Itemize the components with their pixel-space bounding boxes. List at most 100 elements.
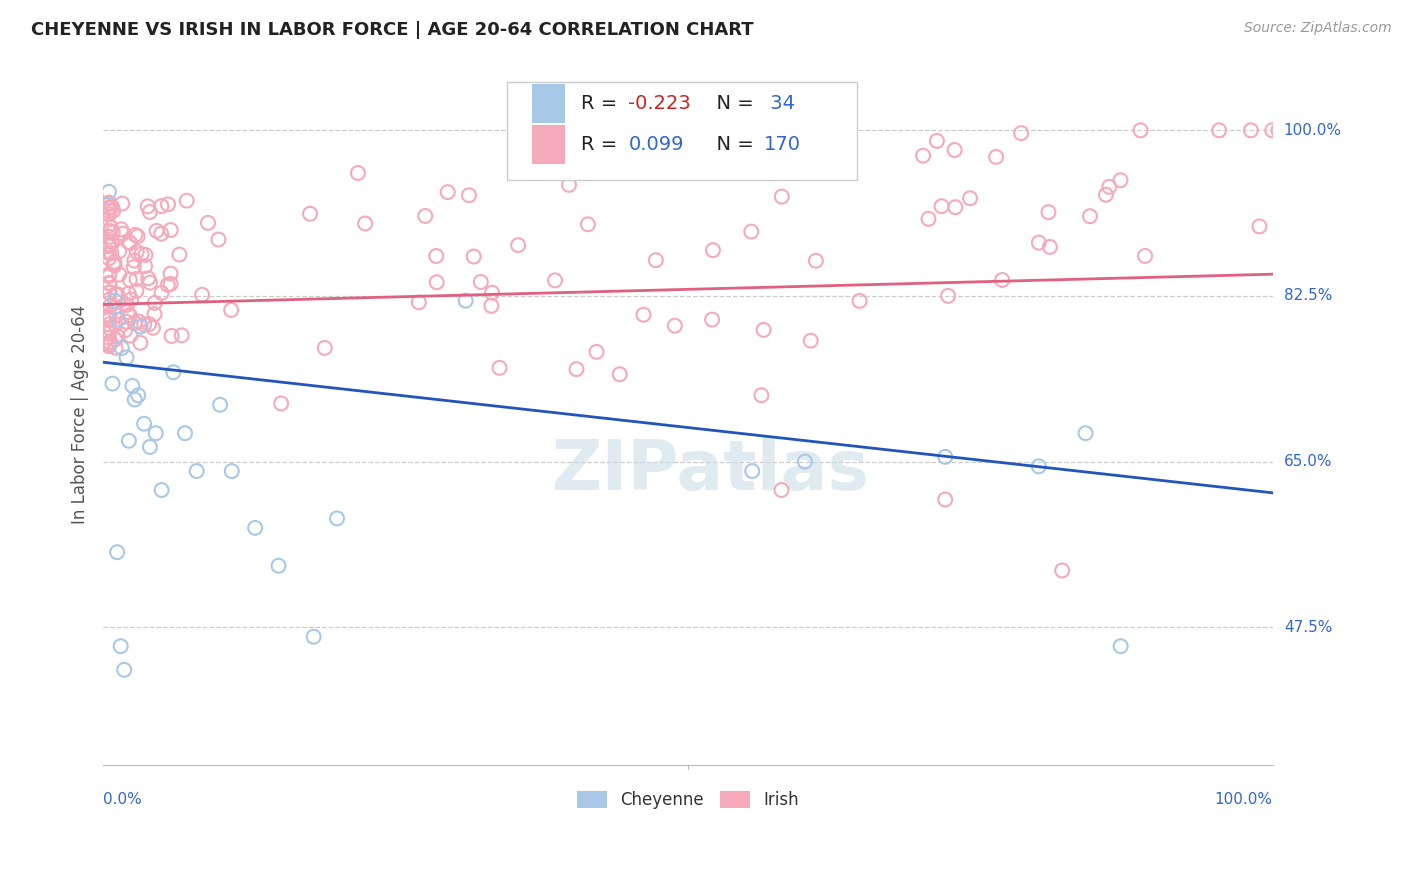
Point bbox=[98, 339, 121, 353]
FancyBboxPatch shape bbox=[506, 81, 858, 179]
Point bbox=[108, 244, 131, 259]
Bar bbox=[533, 84, 565, 123]
Point bbox=[585, 344, 607, 359]
Point bbox=[98, 330, 121, 344]
Point bbox=[804, 253, 827, 268]
Point bbox=[101, 376, 124, 391]
Point bbox=[98, 224, 121, 238]
Point bbox=[156, 197, 179, 211]
Point bbox=[1133, 249, 1156, 263]
Point bbox=[931, 199, 953, 213]
Point bbox=[120, 328, 142, 343]
Point bbox=[508, 238, 530, 252]
Point bbox=[1039, 240, 1062, 254]
Point bbox=[98, 195, 121, 210]
Point bbox=[454, 293, 477, 308]
Point bbox=[458, 188, 481, 202]
Point bbox=[98, 252, 121, 266]
Point bbox=[751, 388, 773, 402]
Point bbox=[120, 236, 142, 251]
Point bbox=[150, 483, 173, 497]
Point bbox=[1010, 126, 1032, 140]
Point bbox=[118, 286, 141, 301]
Point bbox=[984, 150, 1007, 164]
Point bbox=[98, 276, 121, 290]
Point bbox=[110, 639, 132, 653]
Point bbox=[114, 314, 136, 328]
Point bbox=[425, 249, 447, 263]
Point bbox=[107, 329, 129, 343]
Point bbox=[1208, 123, 1230, 137]
Point bbox=[1267, 123, 1289, 137]
Text: 170: 170 bbox=[763, 136, 801, 154]
Point bbox=[104, 293, 127, 308]
Point bbox=[943, 200, 966, 214]
Point bbox=[142, 321, 165, 335]
Point bbox=[197, 216, 219, 230]
Point bbox=[1038, 205, 1060, 219]
Point bbox=[104, 259, 127, 273]
Point bbox=[302, 630, 325, 644]
Point bbox=[118, 309, 141, 323]
Point bbox=[125, 244, 148, 259]
Point bbox=[243, 521, 266, 535]
Point bbox=[934, 492, 956, 507]
Point bbox=[117, 305, 139, 319]
Point bbox=[98, 318, 121, 332]
Text: 0.099: 0.099 bbox=[628, 136, 683, 154]
Point bbox=[186, 464, 208, 478]
Point bbox=[139, 440, 162, 454]
Point bbox=[150, 199, 173, 213]
Point bbox=[98, 219, 121, 233]
Point bbox=[219, 302, 242, 317]
Text: 82.5%: 82.5% bbox=[1284, 288, 1331, 303]
Text: ZIPatlas: ZIPatlas bbox=[553, 437, 870, 504]
Point bbox=[98, 197, 121, 211]
Point bbox=[118, 434, 141, 448]
Point bbox=[1261, 123, 1284, 137]
Y-axis label: In Labor Force | Age 20-64: In Labor Force | Age 20-64 bbox=[72, 305, 89, 524]
Point bbox=[103, 257, 125, 271]
Point bbox=[124, 316, 146, 330]
Point bbox=[138, 317, 160, 331]
Point bbox=[1028, 459, 1050, 474]
Point bbox=[101, 200, 124, 214]
Point bbox=[740, 225, 762, 239]
Point bbox=[104, 318, 127, 332]
Point bbox=[174, 426, 197, 441]
Point bbox=[124, 392, 146, 407]
Text: 0.0%: 0.0% bbox=[103, 792, 142, 807]
Point bbox=[633, 308, 655, 322]
Point bbox=[770, 189, 793, 203]
Point bbox=[159, 277, 181, 291]
Point bbox=[98, 337, 121, 351]
Point bbox=[98, 238, 121, 252]
Point bbox=[112, 663, 135, 677]
Point bbox=[848, 293, 870, 308]
Text: -0.223: -0.223 bbox=[628, 94, 690, 113]
Point bbox=[752, 323, 775, 337]
Point bbox=[98, 285, 121, 300]
Point bbox=[925, 134, 948, 148]
Point bbox=[576, 217, 599, 231]
Point bbox=[176, 194, 198, 208]
Point bbox=[98, 224, 121, 238]
Point bbox=[1129, 123, 1152, 137]
Point bbox=[105, 545, 128, 559]
Point bbox=[1095, 187, 1118, 202]
Point bbox=[159, 267, 181, 281]
Point bbox=[139, 276, 162, 290]
Point bbox=[934, 450, 956, 464]
Point bbox=[314, 341, 336, 355]
Point bbox=[664, 318, 686, 333]
Point bbox=[143, 296, 166, 310]
Point bbox=[943, 143, 966, 157]
Point bbox=[145, 224, 167, 238]
Point bbox=[101, 226, 124, 240]
Point bbox=[98, 285, 121, 300]
Point bbox=[150, 285, 173, 300]
Point bbox=[436, 185, 458, 199]
Point bbox=[98, 285, 121, 300]
Point bbox=[162, 365, 184, 379]
Point bbox=[170, 328, 193, 343]
